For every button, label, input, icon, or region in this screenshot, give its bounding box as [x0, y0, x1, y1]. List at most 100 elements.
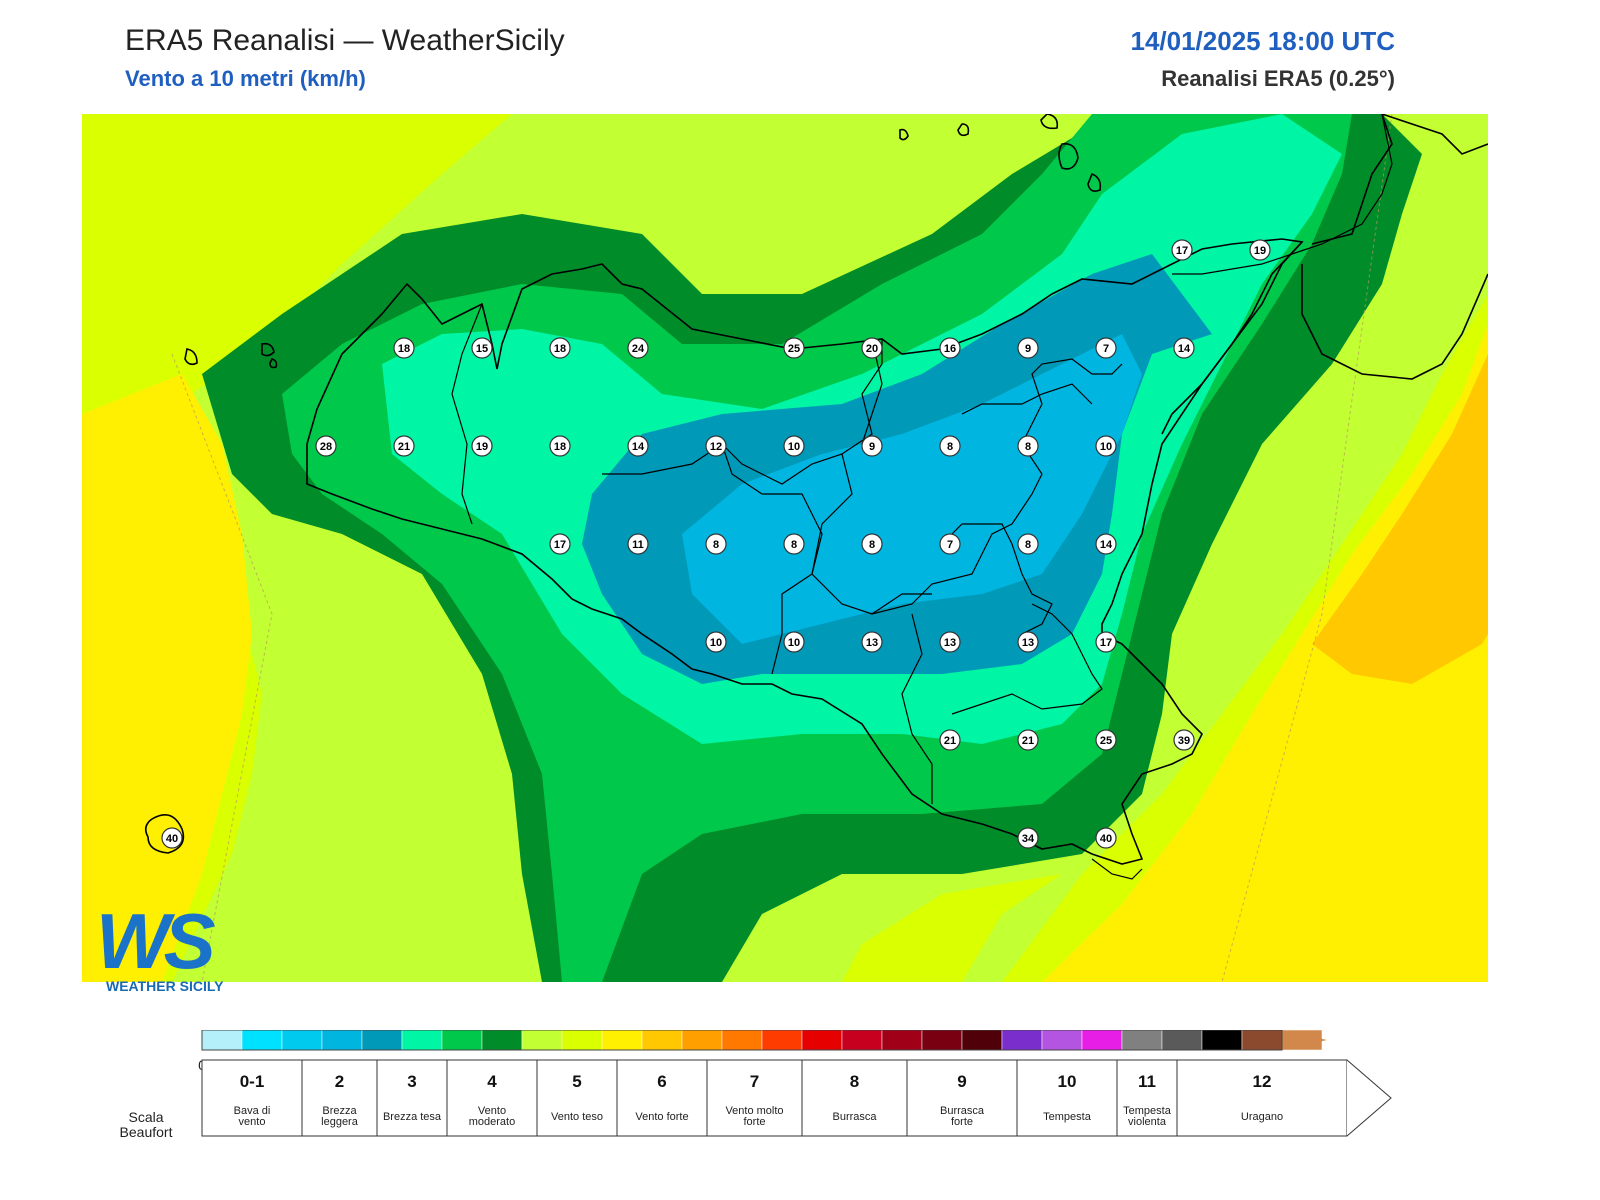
wind-station: 13: [1017, 631, 1039, 653]
wind-station: 7: [939, 533, 961, 555]
colorbar-segment: [481, 1030, 523, 1051]
colorbar-segment: [521, 1030, 563, 1051]
wind-station: 18: [549, 435, 571, 457]
wind-value: 21: [398, 441, 410, 453]
wind-station: 10: [1095, 435, 1117, 457]
wind-value: 10: [788, 441, 800, 453]
colorbar-segment: [321, 1030, 363, 1051]
beaufort-force: 9: [957, 1072, 966, 1091]
beaufort-label: Burrasca forte: [940, 1105, 985, 1128]
beaufort-arrow: [1346, 1059, 1392, 1137]
wind-station: 34: [1017, 827, 1039, 849]
beaufort-cell: 12 Uragano: [1176, 1059, 1348, 1137]
wind-station: 40: [161, 827, 183, 849]
wind-value: 12: [710, 441, 722, 453]
wind-value: 18: [398, 343, 410, 355]
beaufort-force: 11: [1138, 1072, 1156, 1091]
wind-station: 17: [1095, 631, 1117, 653]
wind-station: 13: [939, 631, 961, 653]
colorbar-segment: [721, 1030, 763, 1051]
wind-station: 15: [471, 337, 493, 359]
wind-station: 16: [939, 337, 961, 359]
wind-stations: 17 19 18 15 18 24 25 20 16 9 7 14 28 21 19 18 14 12 10 9 8 8 1…: [161, 239, 1271, 849]
wind-value: 8: [1025, 539, 1031, 551]
beaufort-cell: 6 Vento forte: [616, 1059, 708, 1137]
wind-value: 17: [1176, 245, 1188, 257]
colorbar-segment: [1161, 1030, 1203, 1051]
colorbar-segment: [1041, 1030, 1083, 1051]
wind-station: 40: [1095, 827, 1117, 849]
wind-value: 28: [320, 441, 332, 453]
logo-letters: WS: [96, 897, 216, 985]
colorbar-segment: [401, 1030, 443, 1051]
wind-value: 14: [632, 441, 645, 453]
wind-station: 19: [471, 435, 493, 457]
beaufort-label: Uragano: [1241, 1111, 1283, 1123]
colorbar-segment: [1201, 1030, 1243, 1051]
beaufort-cell: 11 Tempesta violenta: [1116, 1059, 1178, 1137]
beaufort-cell: 8 Burrasca: [801, 1059, 908, 1137]
wind-value: 10: [710, 637, 722, 649]
wind-value: 14: [1100, 539, 1113, 551]
wind-value: 40: [166, 833, 178, 845]
colorbar-segment: [1241, 1030, 1283, 1051]
colorbar-segment: [281, 1030, 323, 1051]
beaufort-force: 7: [750, 1072, 759, 1091]
wind-value: 14: [1178, 343, 1191, 355]
wind-value: 8: [1025, 441, 1031, 453]
wind-value: 9: [869, 441, 875, 453]
wind-value: 17: [554, 539, 566, 551]
wind-value: 11: [632, 539, 644, 551]
wind-station: 18: [549, 337, 571, 359]
wind-station: 12: [705, 435, 727, 457]
wind-station: 10: [705, 631, 727, 653]
beaufort-cell: 4 Vento moderato: [446, 1059, 538, 1137]
wind-value: 21: [1022, 735, 1034, 747]
wind-value: 19: [1254, 245, 1266, 257]
wind-station: 20: [861, 337, 883, 359]
beaufort-force: 2: [335, 1072, 344, 1091]
map-title: ERA5 Reanalisi — WeatherSicily: [125, 24, 565, 57]
wind-value: 13: [1022, 637, 1034, 649]
wind-station: 18: [393, 337, 415, 359]
wind-field: [82, 114, 1488, 982]
wind-station: 28: [315, 435, 337, 457]
wind-value: 10: [788, 637, 800, 649]
wind-station: 7: [1095, 337, 1117, 359]
wind-value: 10: [1100, 441, 1112, 453]
colorbar-segment: [881, 1030, 923, 1051]
beaufort-label: Vento teso: [551, 1111, 603, 1123]
wind-value: 25: [788, 343, 800, 355]
colorbar-arrow: [1282, 1030, 1327, 1050]
beaufort-force: 8: [850, 1072, 859, 1091]
beaufort-label: Tempesta violenta: [1123, 1105, 1172, 1128]
wind-station: 8: [939, 435, 961, 457]
wind-station: 25: [783, 337, 805, 359]
wind-station: 21: [1017, 729, 1039, 751]
wind-value: 16: [944, 343, 956, 355]
wind-value: 20: [866, 343, 878, 355]
wind-station: 21: [393, 435, 415, 457]
wind-value: 7: [947, 539, 953, 551]
wind-station: 8: [861, 533, 883, 555]
beaufort-force: 12: [1253, 1072, 1272, 1091]
colorbar-segment: [241, 1030, 283, 1051]
coastline: [144, 114, 1488, 880]
wind-value: 18: [554, 343, 566, 355]
wind-station: 13: [861, 631, 883, 653]
wind-value: 17: [1100, 637, 1112, 649]
wind-station: 10: [783, 631, 805, 653]
beaufort-label: Vento moderato: [469, 1105, 515, 1128]
wind-station: 25: [1095, 729, 1117, 751]
beaufort-cell: 10 Tempesta: [1016, 1059, 1118, 1137]
beaufort-cell: 9 Burrasca forte: [906, 1059, 1018, 1137]
wind-value: 39: [1178, 735, 1190, 747]
wind-value: 15: [476, 343, 488, 355]
colorbar-segment: [441, 1030, 483, 1051]
colorbar-segment: [1001, 1030, 1043, 1051]
wind-value: 8: [947, 441, 953, 453]
colorbar-segment: [201, 1030, 243, 1051]
colorbar-segment: [1081, 1030, 1123, 1051]
beaufort-title: Scala Beaufort: [119, 1109, 173, 1140]
wind-station: 39: [1173, 729, 1195, 751]
